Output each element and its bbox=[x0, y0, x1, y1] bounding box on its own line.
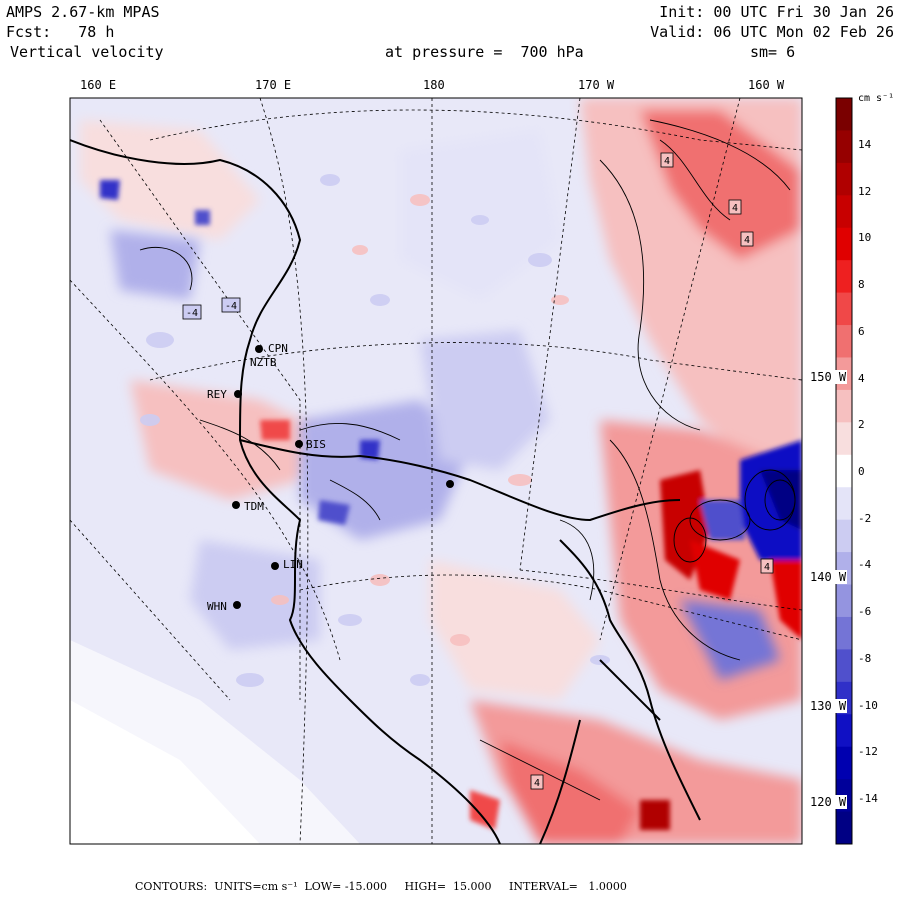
station-label-bis: BIS bbox=[306, 438, 326, 451]
colorbar-swatch bbox=[836, 162, 852, 196]
svg-text:4: 4 bbox=[664, 156, 670, 167]
forecast-hour: Fcst: 78 h bbox=[6, 23, 115, 41]
svg-text:4: 4 bbox=[744, 235, 750, 246]
lon-label-160e: 160 E bbox=[80, 78, 117, 92]
svg-text:4: 4 bbox=[732, 203, 738, 214]
station-label-whn: WHN bbox=[207, 600, 227, 613]
svg-text:4: 4 bbox=[534, 778, 540, 789]
colorbar-tick-label: -4 bbox=[858, 558, 872, 572]
colorbar-frame bbox=[835, 97, 853, 845]
colorbar-swatch bbox=[836, 98, 852, 131]
colorbar-tick-label: 8 bbox=[858, 278, 865, 292]
station-label-nztb: NZTB bbox=[250, 356, 277, 369]
map-frame bbox=[69, 97, 803, 845]
svg-text:-4: -4 bbox=[186, 308, 198, 319]
colorbar-tick-label: -12 bbox=[858, 745, 878, 759]
init-time: Init: 00 UTC Fri 30 Jan 26 bbox=[659, 3, 894, 21]
colorbar-swatch bbox=[836, 292, 852, 326]
lon-label-180: 180 bbox=[423, 78, 445, 92]
smoothing-value: sm= 6 bbox=[750, 43, 796, 61]
lon-label-170e: 170 E bbox=[255, 78, 292, 92]
colorbar-tick-label: -10 bbox=[858, 698, 878, 712]
svg-text:-4: -4 bbox=[225, 301, 237, 312]
colorbar-tick-label: -8 bbox=[858, 651, 872, 665]
station-label-cpn: CPN bbox=[268, 342, 288, 355]
lat-label-130w: 130 W bbox=[809, 699, 848, 713]
colorbar-tick-label: 0 bbox=[858, 465, 865, 478]
station-label-lin: LIN bbox=[283, 558, 303, 571]
colorbar-swatch bbox=[836, 584, 852, 618]
colorbar-tick-label: -6 bbox=[858, 605, 872, 619]
colorbar-swatch bbox=[836, 325, 852, 358]
colorbar-swatch bbox=[836, 260, 852, 294]
colorbar-swatch bbox=[836, 389, 852, 423]
colorbar-units: cm s⁻¹ bbox=[858, 93, 895, 104]
colorbar-swatch bbox=[836, 616, 852, 650]
colorbar-swatch bbox=[836, 519, 852, 553]
valid-time: Valid: 06 UTC Mon 02 Feb 26 bbox=[650, 23, 894, 41]
lon-label-160w: 160 W bbox=[748, 78, 785, 92]
contour-labels: 4 4 4 4 4 -4 -4 bbox=[182, 152, 774, 790]
colorbar-swatch bbox=[836, 811, 852, 845]
colorbar-swatch bbox=[836, 195, 852, 229]
colorbar-tick-label: 10 bbox=[858, 231, 872, 245]
colorbar-tick-label: 12 bbox=[858, 184, 872, 198]
colorbar-tick-label: 4 bbox=[858, 371, 865, 385]
lon-label-170w: 170 W bbox=[578, 78, 615, 92]
station-markers bbox=[232, 345, 454, 609]
lat-label-150w: 150 W bbox=[809, 370, 848, 384]
svg-text:4: 4 bbox=[764, 562, 770, 573]
colorbar-swatch bbox=[836, 422, 852, 456]
colorbar-swatch bbox=[836, 227, 852, 261]
colorbar-swatch bbox=[836, 487, 852, 521]
colorbar-tick-label: 14 bbox=[858, 138, 872, 151]
pressure-level: at pressure = 700 hPa bbox=[385, 43, 584, 61]
lat-label-140w: 140 W bbox=[809, 570, 848, 584]
model-title: AMPS 2.67-km MPAS bbox=[6, 3, 160, 21]
colorbar-swatch bbox=[836, 130, 852, 164]
field-name: Vertical velocity bbox=[10, 43, 164, 61]
lat-label-120w: 120 W bbox=[809, 795, 848, 809]
colorbar bbox=[835, 97, 853, 845]
colorbar-tick-label: 6 bbox=[858, 324, 865, 338]
colorbar-tick-label: -2 bbox=[858, 511, 872, 525]
field-layer bbox=[70, 98, 802, 844]
colorbar-swatch bbox=[836, 714, 852, 748]
station-label-tdm: TDM bbox=[244, 500, 264, 513]
station-label-rey: REY bbox=[207, 388, 227, 401]
colorbar-swatch bbox=[836, 746, 852, 780]
colorbar-swatch bbox=[836, 454, 852, 488]
colorbar-tick-label: 2 bbox=[858, 418, 865, 432]
colorbar-swatch bbox=[836, 649, 852, 683]
colorbar-tick-label: -14 bbox=[858, 792, 878, 805]
contours-footer: CONTOURS: UNITS=cm s⁻¹ LOW= -15.000 HIGH… bbox=[135, 880, 627, 893]
